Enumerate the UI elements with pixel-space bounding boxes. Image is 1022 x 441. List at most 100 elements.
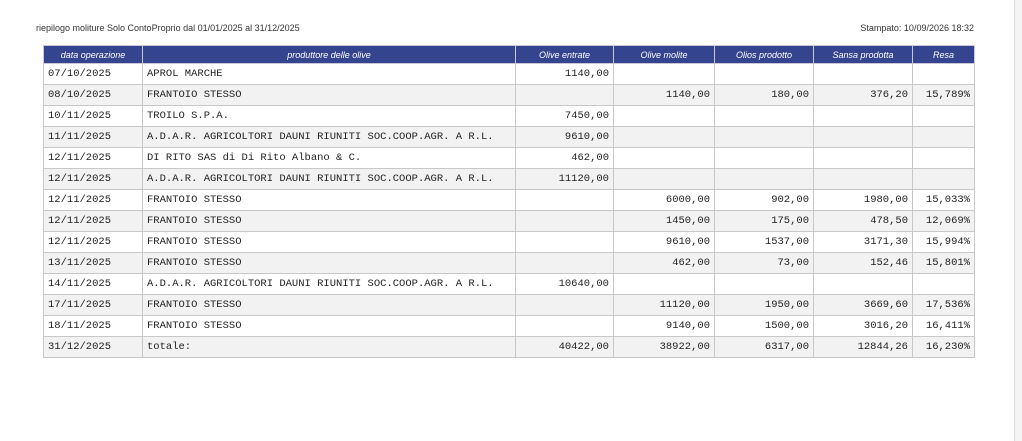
table-cell: 10640,00 — [515, 273, 614, 295]
table-cell: A.D.A.R. AGRICOLTORI DAUNI RIUNITI SOC.C… — [142, 126, 516, 148]
table-cell — [714, 63, 814, 85]
table-row: 12/11/2025 DI RITO SAS di Di Rito Albano … — [43, 147, 975, 169]
table-cell: 478,50 — [813, 210, 913, 232]
table-cell: 462,00 — [515, 147, 614, 169]
table-row: 12/11/2025 FRANTOIO STESSO 6000,00 902,00 19… — [43, 189, 975, 211]
table-cell: 175,00 — [714, 210, 814, 232]
table-cell — [515, 252, 614, 274]
table-cell — [912, 126, 975, 148]
table-cell — [813, 105, 913, 127]
table-cell: FRANTOIO STESSO — [142, 84, 516, 106]
table-row: 11/11/2025 A.D.A.R. AGRICOLTORI DAUNI RIU… — [43, 126, 975, 148]
table-cell: 12/11/2025 — [43, 189, 143, 211]
table-cell: 13/11/2025 — [43, 252, 143, 274]
table-cell: 1450,00 — [613, 210, 715, 232]
table-cell: FRANTOIO STESSO — [142, 231, 516, 253]
table-cell: 38922,00 — [613, 336, 715, 358]
table-cell — [515, 315, 614, 337]
table-cell: 10/11/2025 — [43, 105, 143, 127]
table-cell: 9610,00 — [515, 126, 614, 148]
table-cell: FRANTOIO STESSO — [142, 210, 516, 232]
table-cell — [813, 63, 913, 85]
table-cell — [912, 147, 975, 169]
table-cell: 6317,00 — [714, 336, 814, 358]
table-cell: 1140,00 — [515, 63, 614, 85]
table-cell — [714, 105, 814, 127]
table-cell: 3669,60 — [813, 294, 913, 316]
table-cell: 11120,00 — [613, 294, 715, 316]
column-header: Olive molite — [613, 45, 715, 64]
report-table: data operazione produttore delle olive Oli… — [43, 45, 975, 358]
report-title: riepilogo moliture Solo ContoProprio dal… — [36, 23, 300, 33]
table-cell: 6000,00 — [613, 189, 715, 211]
table-cell — [613, 63, 715, 85]
table-cell: 12844,26 — [813, 336, 913, 358]
table-cell: 18/11/2025 — [43, 315, 143, 337]
table-cell — [515, 210, 614, 232]
table-cell: 12,069% — [912, 210, 975, 232]
table-cell: 15,994% — [912, 231, 975, 253]
table-cell: 14/11/2025 — [43, 273, 143, 295]
table-cell: 376,20 — [813, 84, 913, 106]
table-row: 31/12/2025 totale: 40422,00 38922,00 6317,00… — [43, 336, 975, 358]
table-cell — [515, 294, 614, 316]
table-cell: TROILO S.P.A. — [142, 105, 516, 127]
table-cell: 1500,00 — [714, 315, 814, 337]
table-cell: 16,230% — [912, 336, 975, 358]
table-cell: 40422,00 — [515, 336, 614, 358]
table-row: 07/10/2025 APROL MARCHE 1140,00 — [43, 63, 975, 85]
table-cell: 9610,00 — [613, 231, 715, 253]
table-row: 12/11/2025 A.D.A.R. AGRICOLTORI DAUNI RIU… — [43, 168, 975, 190]
table-cell — [613, 105, 715, 127]
table-cell — [613, 168, 715, 190]
table-cell — [515, 189, 614, 211]
table-cell: 11120,00 — [515, 168, 614, 190]
table-row: 13/11/2025 FRANTOIO STESSO 462,00 73,00 152,… — [43, 252, 975, 274]
table-cell: FRANTOIO STESSO — [142, 294, 516, 316]
table-row: 12/11/2025 FRANTOIO STESSO 9610,00 1537,00 3… — [43, 231, 975, 253]
table-cell: totale: — [142, 336, 516, 358]
table-cell: DI RITO SAS di Di Rito Albano & C. — [142, 147, 516, 169]
table-cell: 1950,00 — [714, 294, 814, 316]
table-cell: 12/11/2025 — [43, 147, 143, 169]
table-cell — [813, 126, 913, 148]
table-cell — [912, 273, 975, 295]
table-cell: 17/11/2025 — [43, 294, 143, 316]
table-cell: APROL MARCHE — [142, 63, 516, 85]
column-header: Olios prodotto — [714, 45, 814, 64]
table-cell — [613, 126, 715, 148]
table-cell — [714, 147, 814, 169]
table-cell: 11/11/2025 — [43, 126, 143, 148]
table-cell: 3016,20 — [813, 315, 913, 337]
table-row: 14/11/2025 A.D.A.R. AGRICOLTORI DAUNI RIU… — [43, 273, 975, 295]
table-cell — [912, 168, 975, 190]
table-cell: 12/11/2025 — [43, 210, 143, 232]
table-cell: 152,46 — [813, 252, 913, 274]
table-cell — [813, 168, 913, 190]
table-cell: 73,00 — [714, 252, 814, 274]
table-cell — [714, 168, 814, 190]
table-cell: 3171,30 — [813, 231, 913, 253]
table-cell: 1980,00 — [813, 189, 913, 211]
print-date: Stampato: 10/09/2026 18:32 — [860, 23, 974, 33]
table-cell — [613, 273, 715, 295]
table-cell — [813, 273, 913, 295]
table-row: 18/11/2025 FRANTOIO STESSO 9140,00 1500,00 3… — [43, 315, 975, 337]
table-cell: 12/11/2025 — [43, 231, 143, 253]
table-cell — [714, 126, 814, 148]
table-cell: 31/12/2025 — [43, 336, 143, 358]
column-header: data operazione — [43, 45, 143, 64]
table-cell: FRANTOIO STESSO — [142, 315, 516, 337]
table-cell: 17,536% — [912, 294, 975, 316]
table-cell: 16,411% — [912, 315, 975, 337]
table-cell: 15,789% — [912, 84, 975, 106]
table-cell: FRANTOIO STESSO — [142, 189, 516, 211]
table-cell: A.D.A.R. AGRICOLTORI DAUNI RIUNITI SOC.C… — [142, 273, 516, 295]
table-row: 12/11/2025 FRANTOIO STESSO 1450,00 175,00 47… — [43, 210, 975, 232]
table-cell: 12/11/2025 — [43, 168, 143, 190]
table-cell — [515, 84, 614, 106]
table-cell: 15,801% — [912, 252, 975, 274]
table-cell — [912, 63, 975, 85]
table-row: 17/11/2025 FRANTOIO STESSO 11120,00 1950,00… — [43, 294, 975, 316]
